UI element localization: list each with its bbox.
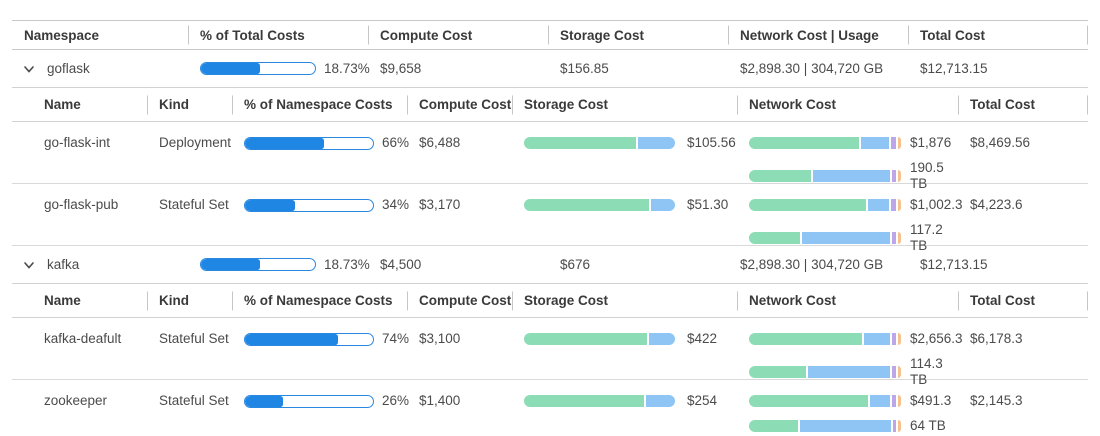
- col-header-compute-cost: Compute Cost: [368, 28, 548, 43]
- network-usage-bar: [749, 366, 901, 378]
- workload-table-goflask: Name Kind % of Namespace Costs Compute C…: [12, 88, 1088, 253]
- workload-kind: Stateful Set: [159, 393, 229, 408]
- col-header-compute-cost: Compute Cost: [407, 293, 512, 308]
- total-cost-value: $12,713.15: [920, 257, 988, 272]
- workload-row-zookeeper: zookeeper Stateful Set 26% $1,400 $254 $…: [12, 380, 1088, 436]
- storage-cost-value: $51.30: [687, 197, 729, 212]
- storage-cost-value: $254: [687, 393, 718, 408]
- compute-cost-value: $6,488: [419, 135, 461, 150]
- namespace-name: kafka: [47, 257, 80, 272]
- pct-namespace-value: 74%: [382, 331, 410, 346]
- storage-cost-value: $676: [560, 257, 591, 272]
- col-header-pct-total: % of Total Costs: [188, 28, 368, 43]
- total-cost-value: $8,469.56: [970, 135, 1031, 150]
- namespace-row-goflask: goflask 18.73% $9,658 $156.85 $2,898.30 …: [12, 50, 1088, 88]
- storage-cost-bar: [524, 199, 678, 211]
- pct-namespace-value: 66%: [382, 135, 410, 150]
- network-usage-value: 114.3 TB: [910, 356, 943, 387]
- total-cost-value: $6,178.3: [970, 331, 1023, 346]
- pct-total-progressbar: [200, 258, 316, 271]
- namespace-cost-grid: Namespace % of Total Costs Compute Cost …: [12, 20, 1088, 436]
- network-cost-value: $1,002.3: [910, 197, 963, 212]
- pct-namespace-value: 34%: [382, 197, 410, 212]
- network-cost-usage-value: $2,898.30 | 304,720 GB: [740, 257, 884, 272]
- col-header-pct-namespace: % of Namespace Costs: [232, 97, 407, 112]
- col-header-total-cost: Total Cost: [958, 293, 1088, 308]
- col-header-kind: Kind: [147, 293, 232, 308]
- workload-kind: Deployment: [159, 135, 232, 150]
- col-header-total-cost: Total Cost: [908, 28, 1088, 43]
- workload-name: zookeeper: [44, 393, 108, 408]
- workload-name: go-flask-int: [44, 135, 111, 150]
- network-usage-bar: [749, 170, 901, 182]
- compute-cost-value: $3,100: [419, 331, 461, 346]
- workload-name: kafka-deafult: [44, 331, 122, 346]
- storage-cost-bar: [524, 137, 678, 149]
- col-header-storage-cost: Storage Cost: [548, 28, 728, 43]
- network-cost-bar: [749, 137, 901, 149]
- network-cost-bar: [749, 395, 901, 407]
- col-header-total-cost: Total Cost: [958, 97, 1088, 112]
- network-usage-value: 64 TB: [910, 418, 946, 433]
- col-header-pct-namespace: % of Namespace Costs: [232, 293, 407, 308]
- workload-table-kafka: Name Kind % of Namespace Costs Compute C…: [12, 284, 1088, 436]
- total-cost-value: $4,223.6: [970, 197, 1023, 212]
- outer-header-row: Namespace % of Total Costs Compute Cost …: [12, 21, 1088, 50]
- pct-namespace-progressbar: [244, 332, 374, 346]
- col-header-network-cost: Network Cost: [737, 293, 958, 308]
- storage-cost-bar: [524, 333, 678, 345]
- namespace-name: goflask: [47, 61, 90, 76]
- workload-row-go-flask-pub: go-flask-pub Stateful Set 34% $3,170 $51…: [12, 184, 1088, 253]
- storage-cost-value: $156.85: [560, 61, 609, 76]
- network-usage-bar: [749, 420, 901, 432]
- chevron-down-icon[interactable]: [22, 62, 36, 76]
- col-header-network-cost-usage: Network Cost | Usage: [728, 28, 908, 43]
- total-cost-value: $2,145.3: [970, 393, 1023, 408]
- pct-total-value: 18.73%: [324, 257, 370, 272]
- network-cost-bar: [749, 333, 901, 345]
- workload-row-go-flask-int: go-flask-int Deployment 66% $6,488 $105.…: [12, 122, 1088, 191]
- pct-namespace-value: 26%: [382, 393, 410, 408]
- inner-header-row: Name Kind % of Namespace Costs Compute C…: [12, 88, 1088, 122]
- col-header-storage-cost: Storage Cost: [512, 293, 737, 308]
- pct-total-progressbar: [200, 62, 316, 75]
- network-usage-bar: [749, 232, 901, 244]
- workload-kind: Stateful Set: [159, 331, 229, 346]
- network-cost-value: $2,656.3: [910, 331, 963, 346]
- storage-cost-value: $105.56: [687, 135, 736, 150]
- workload-name: go-flask-pub: [44, 197, 119, 212]
- namespace-row-kafka: kafka 18.73% $4,500 $676 $2,898.30 | 304…: [12, 246, 1088, 284]
- col-header-name: Name: [44, 97, 81, 112]
- col-header-kind: Kind: [147, 97, 232, 112]
- storage-cost-bar: [524, 395, 678, 407]
- storage-cost-value: $422: [687, 331, 718, 346]
- pct-namespace-progressbar: [244, 198, 374, 212]
- network-cost-usage-value: $2,898.30 | 304,720 GB: [740, 61, 884, 76]
- network-cost-bar: [749, 199, 901, 211]
- inner-header-row: Name Kind % of Namespace Costs Compute C…: [12, 284, 1088, 318]
- pct-namespace-progressbar: [244, 136, 374, 150]
- col-header-compute-cost: Compute Cost: [407, 97, 512, 112]
- col-header-storage-cost: Storage Cost: [512, 97, 737, 112]
- compute-cost-value: $3,170: [419, 197, 461, 212]
- network-usage-value: 190.5 TB: [910, 160, 944, 191]
- network-usage-value: 117.2 TB: [910, 222, 943, 253]
- workload-kind: Stateful Set: [159, 197, 229, 212]
- network-cost-value: $1,876: [910, 135, 952, 150]
- compute-cost-value: $9,658: [380, 61, 422, 76]
- total-cost-value: $12,713.15: [920, 61, 988, 76]
- pct-namespace-progressbar: [244, 394, 374, 408]
- col-header-name: Name: [44, 293, 81, 308]
- network-cost-value: $491.3: [910, 393, 952, 408]
- chevron-down-icon[interactable]: [22, 258, 36, 272]
- col-header-namespace: Namespace: [24, 27, 100, 43]
- compute-cost-value: $4,500: [380, 257, 422, 272]
- pct-total-value: 18.73%: [324, 61, 370, 76]
- workload-row-kafka-deafult: kafka-deafult Stateful Set 74% $3,100 $4…: [12, 318, 1088, 387]
- col-header-network-cost: Network Cost: [737, 97, 958, 112]
- compute-cost-value: $1,400: [419, 393, 461, 408]
